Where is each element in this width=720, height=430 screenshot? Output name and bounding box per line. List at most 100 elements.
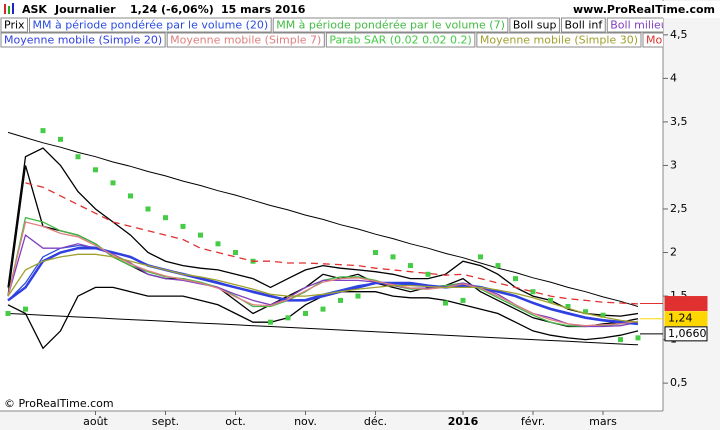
legend-label: Boll milieu (20 2) <box>610 19 704 32</box>
sar-dot <box>58 136 63 142</box>
sar-dot <box>285 315 291 321</box>
y-tick-label: 4,5 <box>670 28 688 41</box>
sar-dot <box>618 337 623 343</box>
sar-dot <box>600 312 606 318</box>
price-label-box <box>664 296 708 312</box>
legend-label: Moyenne mobile (Simple 20) <box>4 34 162 47</box>
legend-chip <box>642 32 663 48</box>
y-tick-label: 0,5 <box>670 376 688 389</box>
legend-label: Boll sup <box>513 19 557 32</box>
y-tick-label: 2,5 <box>670 202 688 215</box>
sar-dot <box>198 232 203 238</box>
sar-dot <box>75 154 81 160</box>
sar-dot <box>583 309 588 315</box>
series-line <box>7 246 639 326</box>
quote: 1,24 (-6,06%) <box>130 3 214 16</box>
price-label: 1,24 <box>668 312 693 325</box>
sar-dot <box>163 215 168 221</box>
legend: Prix MM à période pondérée par le volume … <box>0 17 720 48</box>
x-axis-panel <box>0 411 663 430</box>
sar-dot <box>478 254 483 260</box>
legend-chip <box>606 17 663 33</box>
price-label-box <box>664 326 708 342</box>
series-line <box>25 182 639 305</box>
legend-label: Prix <box>4 19 25 32</box>
legend-label: Moyenne mobile (Simple <box>646 34 720 47</box>
sar-dot <box>495 263 501 269</box>
site: www.ProRealTime.com <box>573 3 715 16</box>
sar-dot <box>233 250 238 256</box>
x-tick-label: sept. <box>152 415 179 428</box>
overlay: ASK Journalier 1,24 (-6,06%) 15 mars 201… <box>0 1 720 410</box>
symbol: ASK <box>22 3 47 16</box>
sar-dot <box>530 289 536 295</box>
trendline <box>7 131 639 307</box>
y-axis-panel <box>663 0 720 430</box>
sar-dot <box>355 293 361 299</box>
copyright: © ProRealTime.com <box>4 397 114 410</box>
sar-dot <box>460 297 466 303</box>
sar-dot <box>5 310 11 316</box>
sar-dot <box>390 254 396 260</box>
sar-dot <box>93 167 98 173</box>
plot-area <box>5 128 641 350</box>
logo <box>4 3 14 14</box>
sar-dot <box>513 276 518 282</box>
sar-dot <box>425 271 431 277</box>
sar-dot <box>215 241 221 247</box>
legend-chip <box>509 17 560 33</box>
trendline <box>7 313 639 346</box>
legend-chip <box>560 17 606 33</box>
sar-dot <box>303 310 308 316</box>
sar-dot <box>23 306 28 312</box>
legend-chip <box>166 32 325 48</box>
price-label: 1,0660 <box>668 327 707 340</box>
legend-chip <box>0 17 29 33</box>
y-tick-label: 4 <box>670 71 677 84</box>
legend-label: MM à période pondérée par le volume (7) <box>276 19 505 32</box>
price-label-box <box>664 311 708 327</box>
legend-label: Boll inf <box>564 19 603 32</box>
x-tick-label: oct. <box>225 415 246 428</box>
sar-dot <box>565 304 571 310</box>
x-tick-label: déc. <box>364 415 387 428</box>
sar-dot <box>338 297 343 303</box>
sar-dot <box>408 263 413 269</box>
date: 15 mars 2016 <box>221 3 306 16</box>
period: Journalier <box>54 3 116 16</box>
y-tick-label: 3,5 <box>670 115 688 128</box>
sar-dot <box>548 297 553 303</box>
sar-dot <box>40 128 46 134</box>
x-tick-label: nov. <box>294 415 317 428</box>
y-tick-label: 3 <box>670 158 677 171</box>
series-line <box>7 221 639 327</box>
x-tick-label: mars <box>589 415 617 428</box>
sar-dot <box>635 335 641 341</box>
legend-label: Parab SAR (0.02 0.02 0.2) <box>329 34 472 47</box>
legend-label: Moyenne mobile (Simple 30) <box>480 34 638 47</box>
price-label: 1,4142 <box>668 297 707 310</box>
series-line <box>7 253 639 323</box>
legend-chip <box>29 17 272 33</box>
legend-label: MM à période pondérée par le volume (20) <box>33 19 269 32</box>
y-tick-label: 2 <box>670 246 677 259</box>
legend-chip <box>0 32 166 48</box>
header-bar <box>0 1 720 18</box>
sar-dot <box>320 306 326 312</box>
sar-dot <box>180 223 186 229</box>
sar-dot <box>268 319 273 325</box>
sar-dot <box>110 180 116 186</box>
legend-chip <box>476 32 642 48</box>
sar-dot <box>128 193 133 199</box>
legend-label: Moyenne mobile (Simple 7) <box>170 34 321 47</box>
x-tick-label: févr. <box>521 415 545 428</box>
x-tick-label: août <box>83 415 108 428</box>
legend-chip <box>272 17 509 33</box>
x-tick-label: 2016 <box>448 415 479 428</box>
sar-dot <box>443 300 448 306</box>
legend-chip <box>325 32 476 48</box>
sar-dot <box>145 206 151 212</box>
sar-dot <box>373 250 378 256</box>
